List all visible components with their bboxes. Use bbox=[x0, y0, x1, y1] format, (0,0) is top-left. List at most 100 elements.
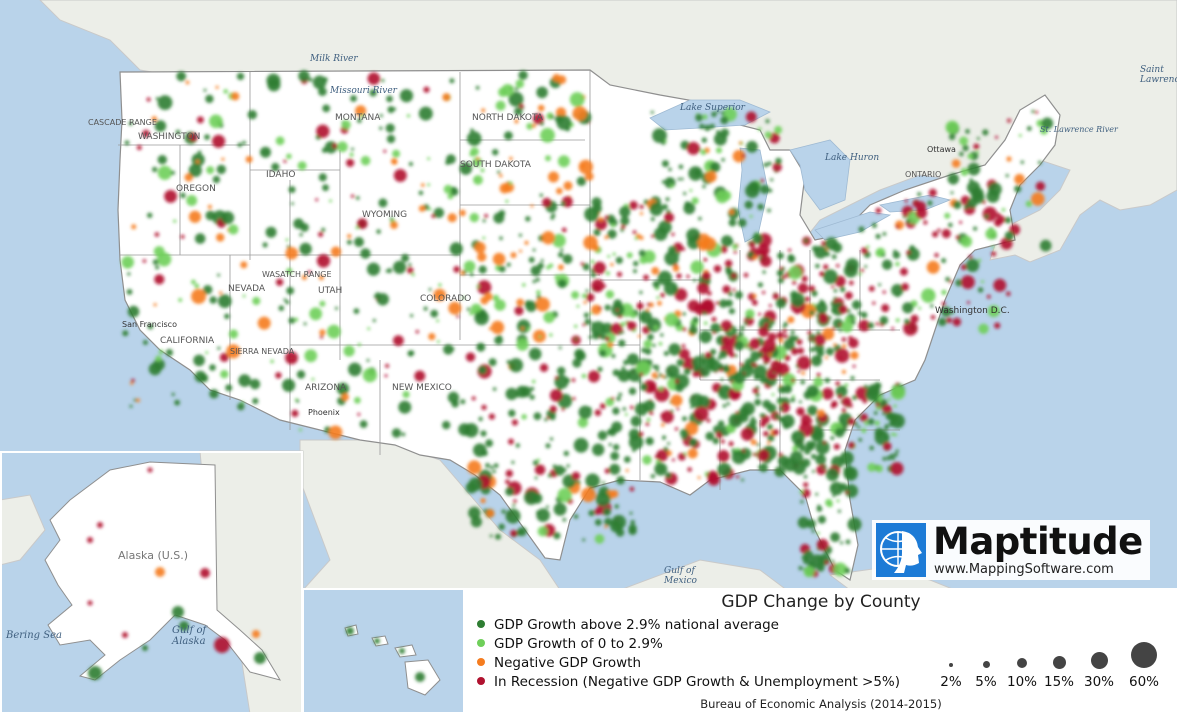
county-dot bbox=[804, 238, 808, 243]
nevada-label: NEVADA bbox=[228, 284, 266, 294]
county-dot bbox=[130, 381, 134, 385]
county-dot bbox=[613, 299, 623, 309]
county-dot bbox=[476, 285, 480, 288]
county-dot bbox=[966, 301, 970, 304]
county-dot bbox=[789, 450, 804, 465]
county-dot bbox=[778, 373, 783, 377]
county-dot bbox=[188, 132, 198, 142]
county-dot bbox=[720, 439, 725, 444]
county-dot bbox=[478, 265, 487, 274]
county-dot bbox=[715, 190, 729, 204]
county-dot bbox=[955, 279, 963, 287]
county-dot bbox=[886, 455, 892, 461]
county-dot bbox=[654, 386, 670, 402]
county-dot bbox=[881, 259, 893, 270]
county-dot bbox=[865, 387, 880, 402]
county-dot bbox=[488, 413, 495, 420]
county-dot bbox=[505, 387, 518, 400]
county-dot bbox=[545, 155, 551, 162]
county-dot bbox=[283, 159, 287, 163]
county-dot bbox=[445, 160, 450, 166]
county-dot bbox=[418, 190, 424, 196]
data-source: Bureau of Economic Analysis (2014-2015) bbox=[700, 697, 942, 711]
county-dot bbox=[282, 378, 296, 392]
county-dot bbox=[618, 392, 623, 397]
county-dot bbox=[209, 364, 216, 371]
county-dot bbox=[508, 409, 516, 417]
county-dot bbox=[650, 110, 654, 114]
county-dot bbox=[894, 220, 905, 230]
county-dot bbox=[721, 235, 733, 247]
county-dot bbox=[1025, 200, 1033, 207]
inset-county-dot bbox=[88, 666, 102, 680]
milk-river-label: Milk River bbox=[310, 54, 358, 64]
county-dot bbox=[291, 409, 299, 417]
county-dot bbox=[628, 434, 644, 450]
county-dot bbox=[157, 155, 167, 165]
county-dot bbox=[329, 199, 332, 203]
county-dot bbox=[819, 299, 823, 303]
county-dot bbox=[521, 414, 527, 420]
county-dot bbox=[618, 331, 622, 335]
county-dot bbox=[747, 251, 755, 259]
county-dot bbox=[671, 232, 675, 236]
county-dot bbox=[583, 312, 590, 318]
logo-url[interactable]: www.MappingSoftware.com bbox=[934, 562, 1114, 577]
county-dot bbox=[759, 463, 768, 473]
county-dot bbox=[557, 366, 566, 376]
county-dot bbox=[824, 377, 830, 384]
county-dot bbox=[275, 278, 284, 286]
county-dot bbox=[825, 237, 838, 251]
county-dot bbox=[733, 250, 737, 254]
county-dot bbox=[226, 344, 241, 359]
south-dakota-label: SOUTH DAKOTA bbox=[460, 160, 531, 170]
county-dot bbox=[722, 285, 731, 294]
county-dot bbox=[815, 440, 830, 455]
county-dot bbox=[436, 340, 440, 344]
county-dot bbox=[1006, 291, 1011, 297]
maptitude-logo[interactable]: Maptitude www.MappingSoftware.com bbox=[872, 520, 1150, 580]
county-dot bbox=[763, 355, 771, 363]
county-dot bbox=[1004, 216, 1012, 224]
county-dot bbox=[151, 116, 157, 122]
county-dot bbox=[864, 265, 868, 268]
county-dot bbox=[749, 241, 756, 248]
county-dot bbox=[492, 469, 496, 474]
county-dot bbox=[669, 184, 674, 188]
county-dot bbox=[605, 271, 611, 276]
county-dot bbox=[375, 292, 381, 298]
county-dot bbox=[775, 157, 782, 165]
county-dot bbox=[610, 397, 615, 401]
county-dot bbox=[763, 162, 768, 168]
county-dot bbox=[759, 376, 768, 384]
county-dot bbox=[985, 228, 997, 240]
county-dot bbox=[875, 402, 880, 407]
county-dot bbox=[960, 168, 969, 176]
county-dot bbox=[664, 212, 675, 223]
county-dot bbox=[482, 236, 486, 240]
county-dot bbox=[729, 352, 735, 358]
county-dot bbox=[548, 171, 559, 183]
county-dot bbox=[643, 400, 655, 412]
inset-county-dot bbox=[374, 638, 380, 644]
county-dot bbox=[497, 335, 502, 340]
county-dot bbox=[688, 325, 698, 335]
county-dot bbox=[895, 318, 900, 323]
county-dot bbox=[679, 428, 689, 438]
county-dot bbox=[751, 299, 758, 306]
county-dot bbox=[670, 394, 683, 407]
county-dot bbox=[536, 290, 541, 295]
county-dot bbox=[459, 162, 473, 175]
county-dot bbox=[941, 228, 951, 239]
lake-superior-label: Lake Superior bbox=[680, 103, 745, 113]
county-dot bbox=[548, 263, 554, 268]
county-dot bbox=[472, 157, 483, 168]
county-dot bbox=[547, 473, 552, 478]
county-dot bbox=[330, 246, 342, 257]
county-dot bbox=[847, 418, 856, 426]
county-dot bbox=[783, 362, 787, 366]
county-dot bbox=[296, 370, 306, 379]
county-dot bbox=[845, 539, 851, 545]
county-dot bbox=[848, 441, 855, 449]
